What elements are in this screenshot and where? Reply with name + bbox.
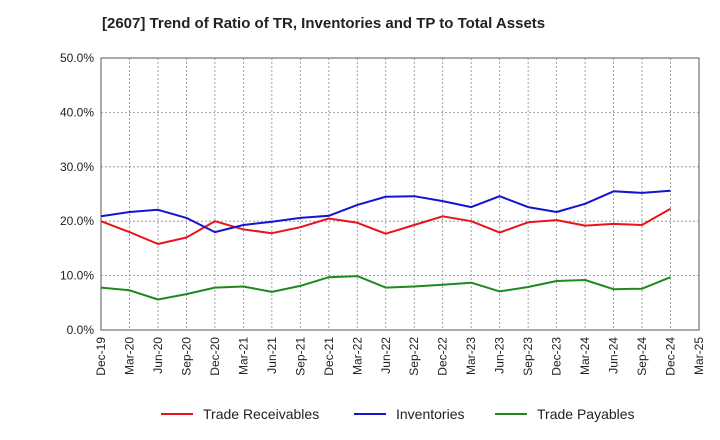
- y-tick-label: 20.0%: [60, 214, 94, 228]
- y-tick-label: 30.0%: [60, 160, 94, 174]
- legend-label: Trade Payables: [537, 406, 635, 422]
- series-line-3: [100, 275, 671, 301]
- x-tick-label: Mar-23: [464, 337, 478, 375]
- x-tick-label: Dec-21: [322, 337, 336, 376]
- y-tick-label: 0.0%: [67, 323, 95, 337]
- x-tick-label: Mar-22: [350, 337, 364, 375]
- x-tick-label: Dec-23: [550, 337, 564, 376]
- chart-title: [2607] Trend of Ratio of TR, Inventories…: [102, 15, 546, 32]
- x-tick-label: Mar-25: [692, 337, 706, 375]
- y-tick-label: 40.0%: [60, 105, 94, 119]
- x-tick-label: Sep-22: [407, 337, 421, 376]
- y-tick-label: 10.0%: [60, 269, 94, 283]
- x-tick-label: Dec-19: [94, 337, 108, 376]
- x-tick-label: Dec-24: [664, 337, 678, 376]
- x-tick-label: Mar-24: [578, 337, 592, 375]
- x-tick-label: Jun-23: [493, 337, 507, 374]
- x-tick-label: Sep-20: [179, 337, 193, 376]
- series-line-2: [100, 189, 671, 234]
- series-line-1: [100, 207, 671, 245]
- x-tick-label: Sep-21: [293, 337, 307, 376]
- x-tick-label: Sep-23: [521, 337, 535, 376]
- x-tick-label: Mar-20: [122, 337, 136, 375]
- x-tick-label: Dec-20: [208, 337, 222, 376]
- x-tick-label: Jun-21: [265, 337, 279, 374]
- x-tick-label: Jun-22: [379, 337, 393, 374]
- y-tick-label: 50.0%: [60, 51, 94, 65]
- legend-label: Trade Receivables: [203, 406, 319, 422]
- legend-label: Inventories: [396, 406, 464, 422]
- x-tick-label: Mar-21: [236, 337, 250, 375]
- x-tick-label: Jun-20: [151, 337, 165, 374]
- x-tick-label: Dec-22: [436, 337, 450, 376]
- x-tick-label: Jun-24: [607, 337, 621, 374]
- x-tick-label: Sep-24: [635, 337, 649, 376]
